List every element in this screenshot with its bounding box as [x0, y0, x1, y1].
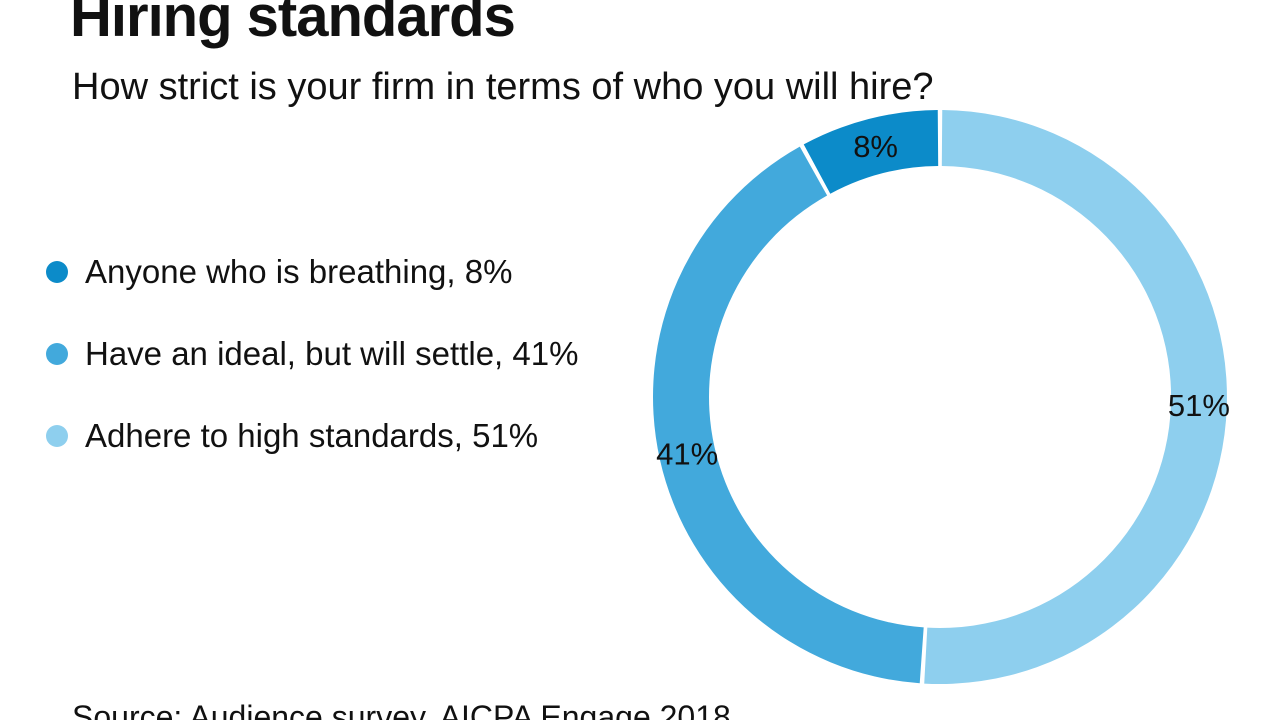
legend-dot-icon: [46, 425, 68, 447]
legend-item-label: Adhere to high standards, 51%: [85, 417, 539, 454]
page-title: Hiring standards: [70, 0, 516, 49]
legend-dot-icon: [46, 261, 68, 283]
chart-legend: Anyone who is breathing, 8% Have an idea…: [46, 254, 578, 454]
legend-item-label: Anyone who is breathing, 8%: [85, 253, 513, 290]
donut-slice: [924, 110, 1227, 685]
donut-slice: [653, 146, 924, 684]
legend-item: Have an ideal, but will settle, 41%: [46, 336, 578, 372]
slice-label: 8%: [853, 129, 898, 164]
page-subtitle: How strict is your firm in terms of who …: [72, 66, 934, 108]
legend-item: Anyone who is breathing, 8%: [46, 254, 578, 290]
legend-item-label: Have an ideal, but will settle, 41%: [85, 335, 579, 372]
legend-dot-icon: [46, 343, 68, 365]
source-note: Source: Audience survey, AICPA Engage 20…: [72, 699, 731, 720]
slice-label: 41%: [656, 437, 718, 472]
slice-label: 51%: [1168, 388, 1230, 423]
donut-slice: [803, 110, 939, 194]
legend-item: Adhere to high standards, 51%: [46, 418, 578, 454]
